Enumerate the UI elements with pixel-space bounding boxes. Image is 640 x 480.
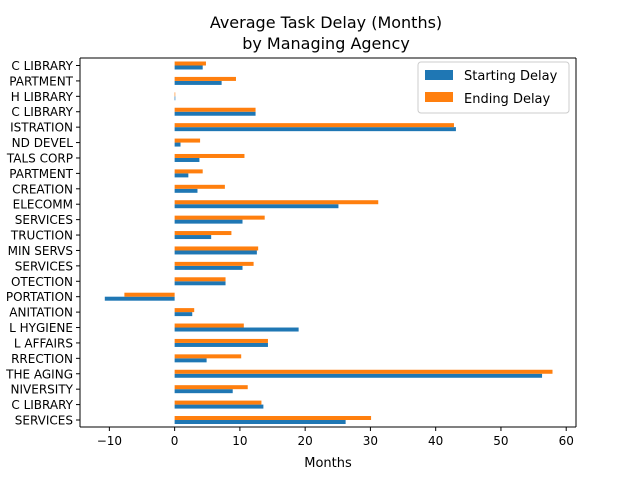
- bar-ending-delay-17: [174, 323, 244, 328]
- bar-starting-delay-10: [174, 219, 243, 224]
- bar-starting-delay-22: [174, 404, 264, 409]
- y-tick-label: NIVERSITY: [11, 383, 74, 397]
- bar-ending-delay-2: [174, 92, 176, 97]
- bar-starting-delay-6: [174, 157, 200, 162]
- bars-layer: [104, 61, 553, 424]
- y-tick-label: SERVICES: [15, 259, 73, 273]
- y-tick-label: ANITATION: [9, 306, 73, 320]
- y-tick-label: TALS CORP: [6, 151, 73, 165]
- y-tick-label: ISTRATION: [10, 121, 73, 135]
- y-tick-label: PARTMENT: [9, 167, 73, 181]
- y-tick-label: PORTATION: [6, 290, 73, 304]
- x-tick-label: 60: [559, 434, 574, 448]
- bar-starting-delay-18: [174, 342, 268, 347]
- legend-swatch-starting-delay: [425, 70, 453, 80]
- bar-ending-delay-3: [174, 107, 256, 112]
- bar-ending-delay-12: [174, 246, 259, 251]
- legend-label-ending-delay: Ending Delay: [464, 92, 551, 107]
- bar-ending-delay-8: [174, 184, 225, 189]
- bar-starting-delay-7: [174, 173, 189, 178]
- bar-ending-delay-19: [174, 354, 242, 359]
- bar-ending-delay-4: [174, 123, 454, 128]
- bar-starting-delay-16: [174, 312, 193, 317]
- bar-ending-delay-6: [174, 153, 245, 158]
- bar-ending-delay-1: [174, 76, 236, 81]
- bar-ending-delay-7: [174, 169, 203, 174]
- chart-title-line-1: Average Task Delay (Months): [210, 13, 442, 32]
- bar-starting-delay-11: [174, 235, 212, 240]
- bar-ending-delay-15: [124, 292, 175, 297]
- y-tick-label: L AFFAIRS: [14, 336, 73, 350]
- bar-ending-delay-20: [174, 369, 553, 374]
- y-tick-label: RRECTION: [11, 352, 73, 366]
- bar-starting-delay-14: [174, 281, 226, 286]
- bar-ending-delay-9: [174, 200, 379, 205]
- bar-ending-delay-23: [174, 416, 372, 420]
- bar-ending-delay-11: [174, 231, 232, 236]
- x-tick-label: 40: [428, 434, 443, 448]
- y-tick-label: MIN SERVS: [8, 244, 73, 258]
- x-tick-label: 0: [171, 434, 179, 448]
- y-tick-label: OTECTION: [11, 275, 73, 289]
- bar-starting-delay-19: [174, 358, 207, 363]
- bar-starting-delay-23: [174, 420, 346, 424]
- legend-frame: [417, 61, 570, 114]
- bar-starting-delay-4: [174, 127, 456, 132]
- y-tick-label: SERVICES: [15, 213, 73, 227]
- axes-layer: [79, 57, 577, 428]
- y-tick-label: CREATION: [12, 182, 73, 196]
- chart-title-line-2: by Managing Agency: [242, 34, 410, 53]
- bar-starting-delay-0: [174, 65, 203, 70]
- bar-starting-delay-9: [174, 204, 339, 209]
- y-tick-label: C LIBRARY: [11, 59, 73, 73]
- y-tick-label: TRUCTION: [10, 229, 73, 243]
- legend-label-starting-delay: Starting Delay: [464, 69, 558, 84]
- bar-starting-delay-20: [174, 373, 543, 378]
- bar-starting-delay-5: [174, 142, 181, 147]
- bar-starting-delay-1: [174, 80, 222, 85]
- x-tick-label: 10: [232, 434, 247, 448]
- y-tick-label: SERVICES: [15, 414, 73, 428]
- bar-ending-delay-18: [174, 338, 268, 343]
- y-tick-label: THE AGING: [5, 367, 73, 381]
- bar-starting-delay-2: [174, 96, 176, 101]
- bar-ending-delay-10: [174, 215, 265, 220]
- bar-starting-delay-21: [174, 389, 233, 394]
- y-tick-label: PARTMENT: [9, 74, 73, 88]
- bar-ending-delay-14: [174, 277, 226, 282]
- bar-ending-delay-21: [174, 385, 248, 390]
- legend: Starting Delay Ending Delay: [417, 61, 570, 114]
- bar-ending-delay-0: [174, 61, 206, 66]
- bar-ending-delay-16: [174, 308, 195, 313]
- bar-starting-delay-13: [174, 265, 243, 270]
- x-tick-label: 30: [363, 434, 378, 448]
- x-tick-label: 20: [298, 434, 313, 448]
- y-tick-label: H LIBRARY: [11, 90, 74, 104]
- legend-swatch-ending-delay: [425, 92, 453, 102]
- bar-starting-delay-15: [104, 296, 175, 301]
- bar-ending-delay-5: [174, 138, 201, 143]
- bar-ending-delay-13: [174, 261, 254, 266]
- y-tick-label: ND DEVEL: [12, 136, 74, 150]
- bar-starting-delay-8: [174, 188, 198, 193]
- x-axis-label: Months: [304, 456, 352, 471]
- bar-starting-delay-3: [174, 111, 256, 116]
- y-tick-label: C LIBRARY: [11, 105, 73, 119]
- y-tick-label: C LIBRARY: [11, 398, 73, 412]
- bar-starting-delay-12: [174, 250, 257, 255]
- y-tick-label: L HYGIENE: [9, 321, 73, 335]
- x-tick-label: −10: [97, 434, 122, 448]
- bar-starting-delay-17: [174, 327, 299, 332]
- bar-ending-delay-22: [174, 400, 262, 405]
- y-tick-label: ELECOMM: [13, 198, 73, 212]
- x-tick-label: 50: [493, 434, 508, 448]
